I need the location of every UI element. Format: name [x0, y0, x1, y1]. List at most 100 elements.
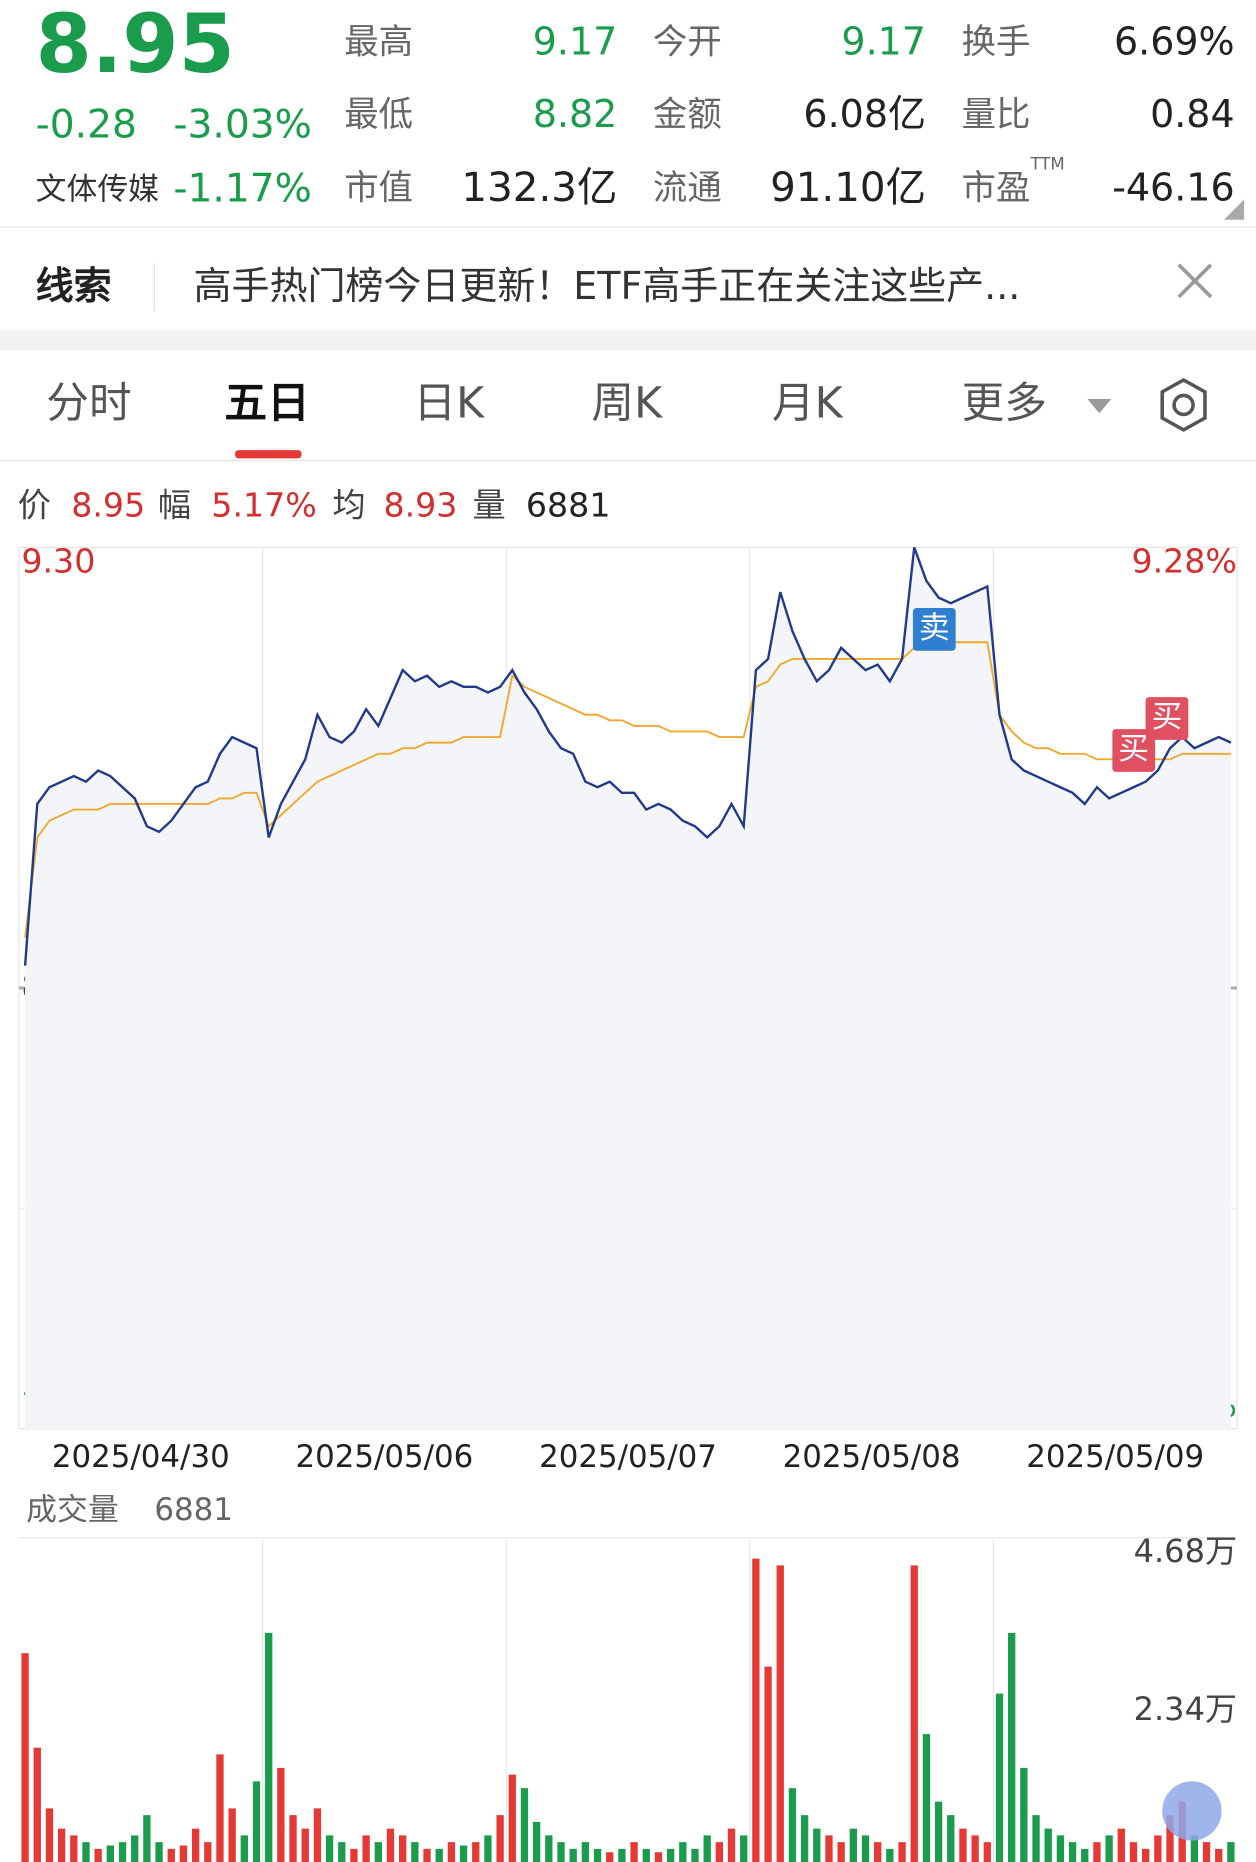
- volume-bar: [131, 1835, 139, 1862]
- volume-bar: [593, 1848, 602, 1862]
- stat-label: 换手: [962, 22, 1031, 62]
- volume-bar: [1008, 1632, 1016, 1862]
- volume-bar: [703, 1835, 711, 1862]
- average-line: [24, 641, 1231, 938]
- volume-bar: [289, 1815, 297, 1862]
- volume-bar: [898, 1842, 906, 1862]
- volume-bar: [727, 1828, 736, 1862]
- trade-marker-label: 卖: [919, 610, 950, 646]
- volume-bar: [849, 1828, 857, 1862]
- stat-value: 9.17: [841, 19, 926, 63]
- volume-bar: [1129, 1842, 1138, 1862]
- volume-bar: [191, 1828, 200, 1862]
- volume-current: 6881: [154, 1492, 233, 1528]
- trade-marker-label: 买: [1118, 731, 1149, 767]
- volume-bar: [45, 1808, 54, 1862]
- volume-bar: [374, 1842, 382, 1862]
- volume-bar: [106, 1845, 114, 1862]
- volume-bar: [1117, 1828, 1125, 1862]
- volume-bar: [947, 1815, 955, 1862]
- stat-sup: TTM: [1029, 155, 1064, 174]
- volume-bar: [1105, 1835, 1113, 1862]
- close-button[interactable]: [1177, 263, 1213, 299]
- tab[interactable]: 五日: [224, 379, 309, 429]
- change: -0.28: [36, 103, 137, 148]
- volume-bar: [752, 1558, 760, 1862]
- tab[interactable]: 更多: [962, 379, 1047, 429]
- volume-bar: [532, 1821, 541, 1862]
- gap: [0, 330, 1256, 351]
- volume-bar: [691, 1848, 699, 1862]
- volume-bar: [995, 1693, 1004, 1862]
- change-pct: -3.03%: [173, 103, 312, 148]
- volume-bar: [813, 1828, 821, 1862]
- volume-bar: [508, 1774, 516, 1862]
- volume-bar: [1068, 1842, 1077, 1862]
- volume-bar: [435, 1848, 443, 1862]
- tab[interactable]: 月K: [772, 379, 844, 429]
- volume-bar: [800, 1815, 809, 1862]
- fullscreen-button[interactable]: [1162, 1781, 1222, 1841]
- volume-bar: [922, 1734, 931, 1862]
- y2-tick-label: 9.28%: [1131, 541, 1237, 580]
- trade-marker: [1145, 697, 1189, 740]
- volume-bar: [1190, 1835, 1199, 1862]
- volume-bar: [654, 1852, 663, 1862]
- y-tick-label: 9.30: [21, 541, 95, 580]
- info-value: 8.95: [71, 486, 145, 525]
- tab[interactable]: 分时: [46, 379, 131, 429]
- volume-bar: [143, 1815, 151, 1862]
- x-tick-label: 2025/05/09: [1026, 1439, 1204, 1475]
- volume-bar: [1166, 1815, 1174, 1862]
- volume-bar: [861, 1835, 870, 1862]
- volume-bar: [545, 1835, 553, 1862]
- volume-bar: [362, 1835, 370, 1862]
- stat-value: 9.17: [533, 19, 618, 63]
- volume-bar: [484, 1835, 492, 1862]
- volume-bar: [94, 1848, 102, 1862]
- tab[interactable]: 周K: [591, 379, 663, 429]
- trade-marker-label: 买: [1152, 699, 1183, 735]
- volume-bar: [179, 1845, 188, 1862]
- trade-marker: [1112, 729, 1156, 772]
- volume-bar: [386, 1828, 395, 1862]
- x-tick-label: 2025/05/06: [295, 1439, 473, 1475]
- volume-bar: [118, 1842, 127, 1862]
- volume-bar: [1020, 1767, 1028, 1862]
- trade-marker: [912, 608, 956, 651]
- volume-bar: [447, 1842, 456, 1862]
- volume-bar: [82, 1842, 90, 1862]
- volume-bar: [252, 1781, 261, 1862]
- volume-bar: [557, 1842, 565, 1862]
- volume-bar: [155, 1842, 163, 1862]
- volume-bar: [910, 1565, 918, 1862]
- info-label: 价: [18, 486, 51, 525]
- volume-bar: [228, 1808, 236, 1862]
- volume-bar: [265, 1632, 273, 1862]
- info-value: 8.93: [383, 486, 457, 525]
- x-tick-label: 2025/05/07: [539, 1439, 717, 1475]
- volume-bar: [338, 1842, 346, 1862]
- volume-bar: [679, 1842, 687, 1862]
- tab[interactable]: 日K: [413, 379, 485, 429]
- volume-bar: [788, 1788, 797, 1862]
- banner-text[interactable]: 高手热门榜今日更新！ETF高手正在关注这些产...: [194, 264, 1021, 308]
- stat-label: 最低: [344, 95, 413, 135]
- volume-bar: [959, 1828, 967, 1862]
- volume-bar: [630, 1842, 638, 1862]
- volume-tick-label: 4.68万: [1134, 1532, 1237, 1570]
- settings-icon[interactable]: [1160, 377, 1207, 432]
- volume-bar: [411, 1842, 419, 1862]
- volume-bar: [1056, 1835, 1065, 1862]
- price: 8.95: [36, 0, 235, 92]
- volume-bar: [971, 1835, 979, 1862]
- info-label: 幅: [158, 486, 191, 525]
- price-area: [25, 547, 1231, 1429]
- stat-value: 8.82: [533, 92, 618, 136]
- price-line: [23, 547, 1232, 966]
- dropdown-arrow[interactable]: [1087, 399, 1112, 414]
- volume-bar: [1142, 1848, 1150, 1862]
- volume-bar: [837, 1842, 845, 1862]
- volume-bar: [1032, 1815, 1040, 1862]
